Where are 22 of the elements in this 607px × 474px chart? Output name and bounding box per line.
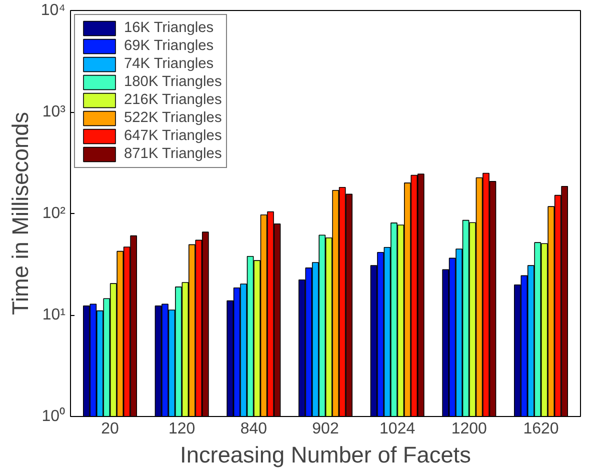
y-tick-label: 10³ (42, 104, 66, 120)
x-tick-label: 1200 (451, 420, 488, 438)
x-axis-title: Increasing Number of Facets (180, 442, 471, 468)
legend-label: 16K Triangles (124, 19, 214, 37)
x-tick-label: 1620 (523, 420, 559, 438)
x-tick-label: 902 (312, 420, 339, 438)
x-tick-label: 120 (168, 420, 196, 438)
legend-label: 180K Triangles (124, 73, 222, 91)
x-tick-label: 20 (101, 420, 120, 438)
y-tick-label: 10⁰ (42, 407, 66, 425)
y-tick-label: 10¹ (42, 306, 66, 324)
legend-label: 871K Triangles (124, 145, 222, 163)
x-tick-label: 1024 (380, 420, 416, 438)
y-axis-title: Time in Milliseconds (6, 112, 33, 316)
legend-label: 216K Triangles (124, 91, 222, 109)
legend-label: 74K Triangles (124, 55, 214, 73)
y-tick-label: 10⁴ (40, 2, 66, 19)
x-tick-label: 840 (240, 420, 268, 438)
legend-label: 522K Triangles (124, 109, 222, 127)
legend-label: 647K Triangles (124, 127, 222, 145)
y-tick-label: 10² (42, 205, 66, 222)
legend-label: 69K Triangles (124, 37, 214, 55)
